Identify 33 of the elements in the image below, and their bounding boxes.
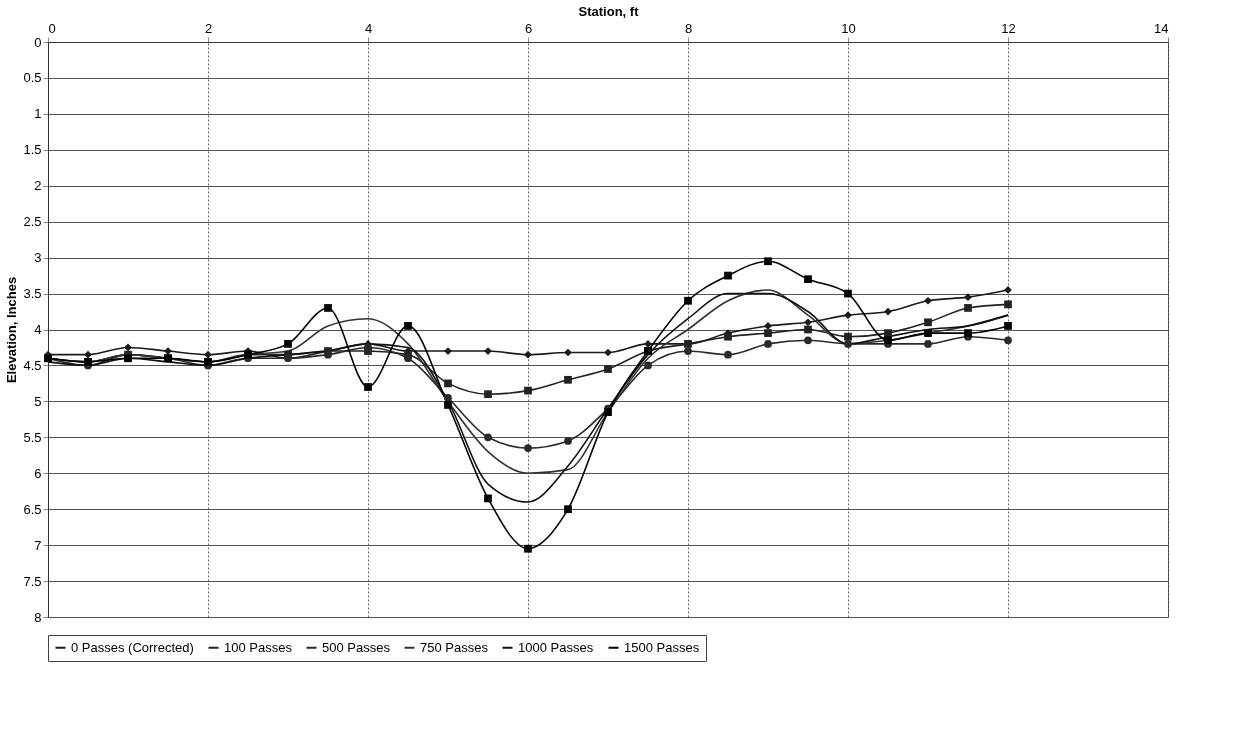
legend-label: 1000 Passes <box>518 639 594 655</box>
y-tick-label: 3.5 <box>23 286 42 302</box>
y-tick-label: 2 <box>34 178 42 194</box>
x-tick-label: 14 <box>1154 20 1169 36</box>
y-tick-label: 0.5 <box>23 70 42 86</box>
x-tick-label: 0 <box>48 20 56 36</box>
y-tick-label: 6 <box>34 465 42 481</box>
y-tick-label: 8 <box>34 609 42 625</box>
x-tick-label: 8 <box>684 20 693 36</box>
y-axis-title: Elevation, Inches <box>4 276 20 384</box>
y-tick-label: 5 <box>34 393 42 409</box>
y-tick-label: 4.5 <box>23 357 42 373</box>
y-tick-label: 0 <box>34 34 42 50</box>
legend-label: 1500 Passes <box>624 639 700 655</box>
y-tick-label: 3 <box>34 250 42 266</box>
y-tick-label: 4 <box>34 322 42 337</box>
y-tick-label: 5.5 <box>23 429 42 445</box>
y-tick-label: 1 <box>34 106 42 122</box>
legend-label: 500 Passes <box>322 639 391 655</box>
x-tick-label: 2 <box>204 20 213 36</box>
y-tick-label: 2.5 <box>23 214 42 230</box>
y-tick-label: 7.5 <box>23 573 42 589</box>
y-tick-label: 7 <box>34 537 42 553</box>
legend-label: 750 Passes <box>420 639 489 655</box>
y-tick-label: 1.5 <box>23 142 42 158</box>
x-tick-label: 6 <box>524 20 533 36</box>
legend-label: 0 Passes (Corrected) <box>71 639 194 655</box>
x-tick-label: 10 <box>841 20 856 36</box>
x-tick-label: 4 <box>364 20 373 36</box>
x-axis-title: Station, ft <box>578 3 640 19</box>
legend-label: 100 Passes <box>224 639 293 655</box>
x-tick-label: 12 <box>1001 20 1016 36</box>
y-tick-label: 6.5 <box>23 501 42 517</box>
